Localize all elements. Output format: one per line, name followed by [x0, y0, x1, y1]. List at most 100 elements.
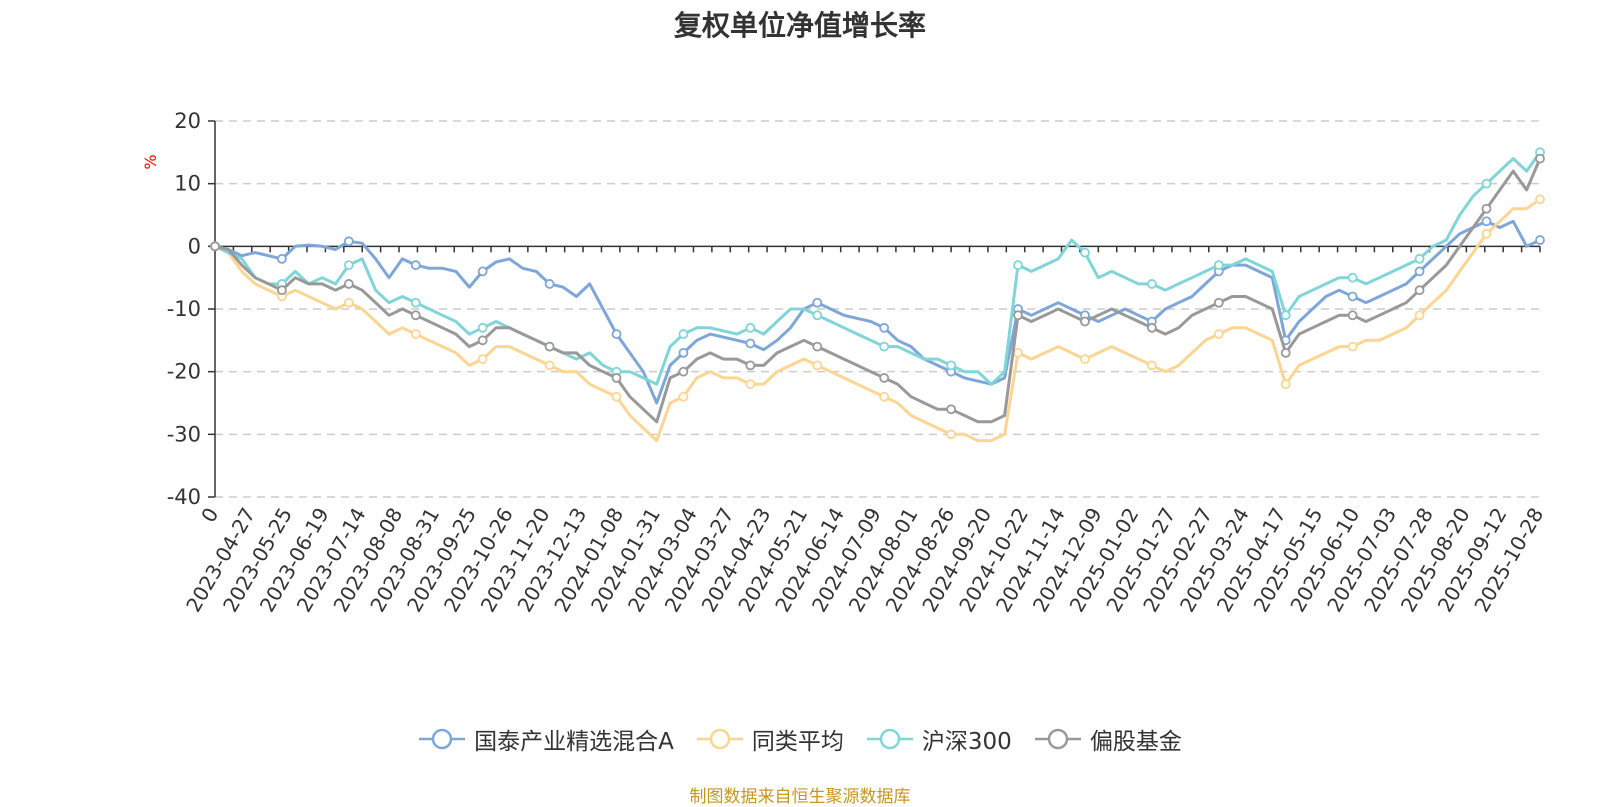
series-line: [214, 219, 1541, 405]
data-point: [611, 329, 622, 339]
data-point: [1481, 216, 1492, 227]
legend-line-circle-icon: [696, 728, 743, 750]
data-point: [1280, 379, 1291, 390]
data-point: [1146, 322, 1157, 333]
series-1: [210, 194, 1545, 443]
data-point: [343, 260, 354, 271]
legend-item[interactable]: 国泰产业精选混合A: [418, 722, 674, 756]
data-point: [812, 341, 823, 352]
data-point: [1535, 153, 1545, 164]
y-tick-label: 0: [188, 234, 201, 258]
legend-line-circle-icon: [1034, 728, 1081, 750]
data-point: [812, 297, 823, 308]
data-point: [812, 360, 823, 371]
y-tick-label: -10: [167, 297, 201, 321]
data-point: [544, 341, 555, 352]
data-point: [1213, 297, 1224, 308]
legend-label: 同类平均: [751, 729, 844, 755]
data-point: [410, 297, 421, 308]
data-point: [946, 360, 957, 371]
data-point: [1280, 310, 1291, 321]
data-point: [1414, 310, 1425, 321]
data-point: [1080, 354, 1090, 365]
data-point: [879, 322, 890, 333]
data-point: [1146, 360, 1157, 371]
data-point: [879, 341, 890, 352]
y-tick-label: -30: [167, 422, 201, 446]
data-point: [210, 241, 220, 252]
y-tick-label: -40: [167, 485, 201, 509]
legend-line-circle-icon: [419, 728, 466, 750]
data-point: [1347, 272, 1358, 283]
data-point: [1347, 310, 1358, 321]
legend-item[interactable]: 沪深300: [866, 722, 1012, 756]
data-point: [477, 266, 488, 277]
y-tick-label: -20: [167, 360, 201, 384]
data-point: [1080, 316, 1090, 327]
data-point: [343, 236, 354, 247]
data-point: [1013, 260, 1023, 271]
legend-line-circle-icon: [866, 728, 913, 750]
data-point: [678, 391, 689, 402]
data-point: [745, 379, 756, 390]
data-point: [1013, 310, 1023, 321]
data-point: [1146, 279, 1157, 289]
data-point: [745, 338, 756, 349]
data-point: [477, 335, 488, 346]
data-point: [277, 285, 287, 296]
data-point: [879, 373, 890, 383]
source-note: 制图数据来自恒生聚源数据库: [689, 787, 911, 807]
series-3: [210, 153, 1545, 424]
data-point: [678, 366, 689, 377]
series-2: [210, 147, 1545, 386]
data-point: [277, 253, 287, 264]
data-point: [678, 329, 689, 339]
data-point: [343, 297, 354, 308]
data-point: [745, 360, 756, 371]
legend-item[interactable]: 同类平均: [696, 722, 844, 756]
data-point: [678, 347, 689, 358]
grid-layer: [215, 120, 1540, 498]
series-line: [214, 198, 1541, 443]
data-point: [410, 310, 421, 321]
data-point: [477, 322, 488, 333]
series-line: [214, 151, 1542, 386]
legend-label: 偏股基金: [1089, 729, 1182, 755]
data-point: [946, 404, 957, 415]
y-axis-unit-label: %: [141, 154, 160, 169]
series-layer: [210, 147, 1545, 443]
data-point: [1213, 329, 1224, 339]
data-point: [611, 391, 622, 402]
series-line: [214, 158, 1542, 424]
data-point: [410, 329, 421, 339]
axis-layer: 20100-10-20-30-4002023-04-272023-05-2520…: [167, 109, 1549, 616]
y-tick-label: 10: [174, 172, 201, 196]
data-point: [1414, 266, 1425, 277]
data-point: [1481, 203, 1492, 214]
legend-label: 沪深300: [921, 729, 1012, 755]
data-point: [410, 260, 421, 271]
data-point: [611, 373, 622, 383]
data-point: [1414, 253, 1425, 264]
data-point: [1414, 285, 1425, 296]
data-point: [879, 391, 890, 402]
data-point: [1013, 347, 1023, 358]
data-point: [1481, 178, 1492, 189]
data-point: [812, 310, 823, 321]
data-point: [477, 354, 488, 365]
x-tick-label: 0: [196, 504, 223, 527]
data-point: [1481, 228, 1492, 239]
legend-item[interactable]: 偏股基金: [1034, 722, 1182, 756]
data-point: [745, 322, 756, 333]
data-point: [343, 279, 354, 289]
legend: 国泰产业精选混合A 同类平均 沪深300 偏股基金: [0, 722, 1600, 756]
data-point: [946, 429, 957, 440]
chart-title: 复权单位净值增长率: [673, 9, 926, 42]
legend-label: 国泰产业精选混合A: [474, 729, 674, 755]
data-point: [1080, 247, 1090, 258]
data-point: [544, 279, 555, 289]
data-point: [1347, 341, 1358, 352]
data-point: [1280, 347, 1291, 358]
data-point: [1213, 260, 1224, 271]
